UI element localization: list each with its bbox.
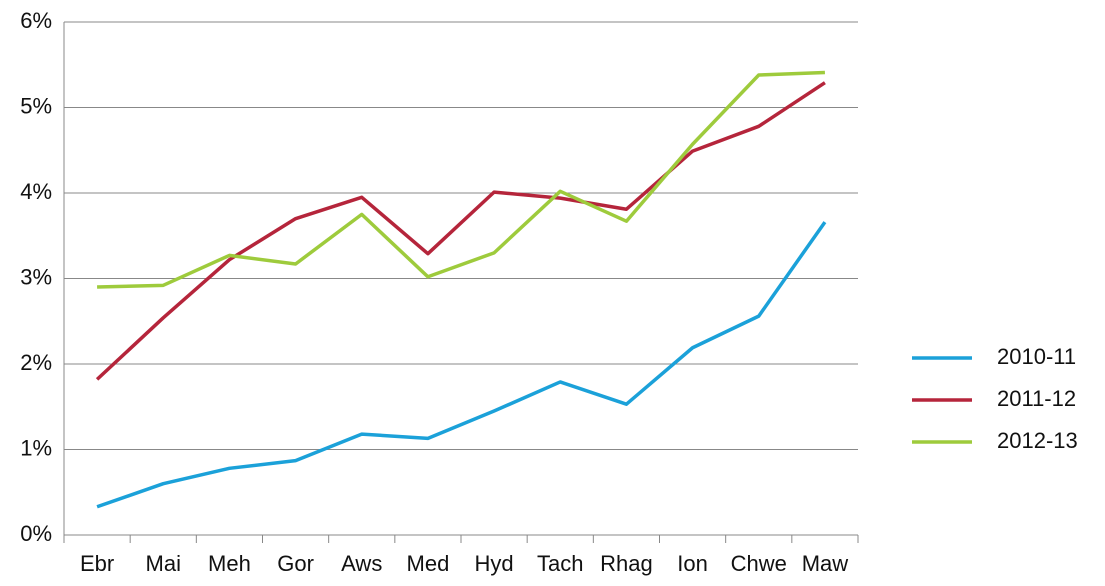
x-tick-label: Meh bbox=[208, 551, 251, 576]
x-tick-label: Hyd bbox=[475, 551, 514, 576]
legend-label: 2012-13 bbox=[997, 428, 1078, 453]
series-line bbox=[95, 81, 826, 381]
legend-label: 2010-11 bbox=[997, 344, 1076, 369]
x-tick-label: Rhag bbox=[600, 551, 653, 576]
x-tick-label: Ebr bbox=[80, 551, 114, 576]
x-tick-label: Tach bbox=[537, 551, 583, 576]
series-line bbox=[96, 221, 827, 509]
y-tick-label: 4% bbox=[20, 179, 52, 204]
x-tick-label: Mai bbox=[146, 551, 181, 576]
x-tick-label: Ion bbox=[677, 551, 708, 576]
y-tick-label: 6% bbox=[20, 8, 52, 33]
x-tick-label: Chwe bbox=[731, 551, 787, 576]
x-tick-label: Gor bbox=[277, 551, 314, 576]
y-tick-label: 1% bbox=[20, 435, 52, 460]
y-tick-label: 3% bbox=[20, 264, 52, 289]
y-tick-label: 0% bbox=[20, 521, 52, 546]
y-tick-label: 2% bbox=[20, 350, 52, 375]
x-tick-label: Aws bbox=[341, 551, 382, 576]
x-tick-label: Maw bbox=[802, 551, 849, 576]
series-line bbox=[97, 70, 825, 289]
x-tick-label: Med bbox=[407, 551, 450, 576]
legend-label: 2011-12 bbox=[997, 386, 1076, 411]
y-tick-label: 5% bbox=[20, 93, 52, 118]
